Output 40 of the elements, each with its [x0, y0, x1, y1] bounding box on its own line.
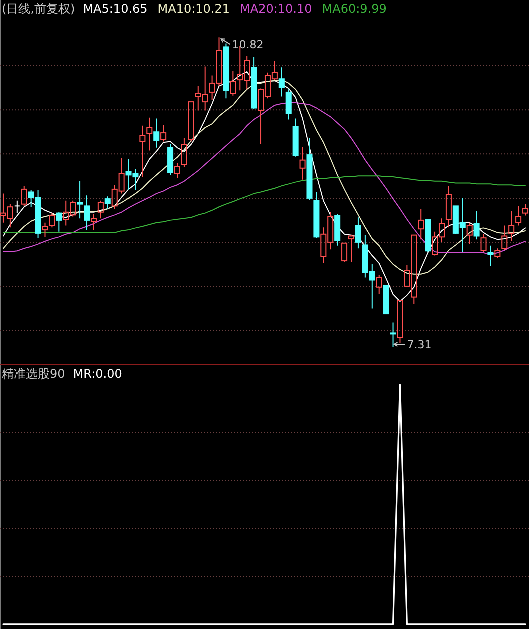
- candlestick: [466, 222, 473, 245]
- candlestick: [56, 212, 62, 232]
- candlestick: [474, 210, 480, 240]
- annotation: 7.31: [407, 338, 432, 352]
- candlestick: [146, 117, 153, 152]
- candlestick: [77, 180, 84, 220]
- candlestick: [306, 138, 313, 200]
- text: MA60:9.99: [322, 2, 387, 16]
- annotation: 10.82: [232, 38, 264, 52]
- chart-title: (日线,前复权): [2, 2, 76, 16]
- candlestick: [508, 210, 515, 242]
- candlestick: [230, 70, 236, 96]
- candlestick: [84, 195, 90, 231]
- candlestick: [334, 214, 341, 246]
- candlestick: [154, 118, 160, 148]
- text: MA10:10.21: [158, 2, 230, 16]
- candlestick: [300, 146, 306, 180]
- candlestick: [140, 125, 146, 178]
- candlestick: [160, 124, 167, 142]
- text: MA20:10.10: [240, 2, 312, 16]
- candlestick: [42, 222, 48, 238]
- candlestick: [376, 274, 382, 296]
- candlestick: [90, 214, 97, 231]
- candlestick: [174, 162, 180, 178]
- candlestick: [278, 67, 285, 98]
- candlestick: [223, 43, 230, 100]
- text: MA5:10.65: [83, 2, 148, 16]
- candlestick: [516, 206, 522, 226]
- candlestick: [390, 322, 396, 348]
- candlestick: [314, 192, 320, 239]
- candlestick: [355, 217, 362, 250]
- chart-title: 精准选股90: [2, 367, 66, 381]
- candlestick: [348, 234, 355, 262]
- candlestick: [502, 225, 508, 252]
- text: MR:0.00: [73, 367, 122, 381]
- candlestick: [418, 208, 424, 240]
- candlestick: [488, 245, 494, 267]
- candlestick: [446, 186, 452, 228]
- candlestick: [14, 200, 20, 214]
- candlestick: [104, 196, 111, 210]
